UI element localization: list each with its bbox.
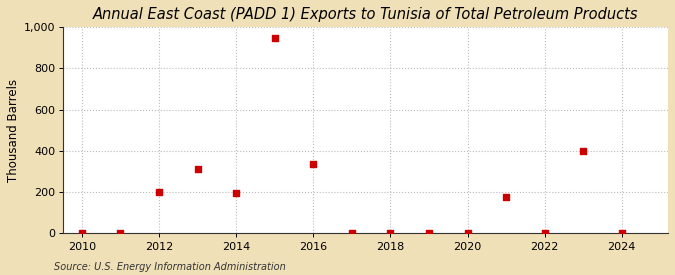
Point — [616, 231, 627, 235]
Point — [269, 35, 280, 40]
Text: Source: U.S. Energy Information Administration: Source: U.S. Energy Information Administ… — [54, 262, 286, 272]
Point — [385, 231, 396, 235]
Point — [501, 195, 512, 199]
Point — [423, 231, 434, 235]
Y-axis label: Thousand Barrels: Thousand Barrels — [7, 79, 20, 182]
Point — [76, 231, 87, 235]
Point — [308, 162, 319, 166]
Point — [462, 231, 473, 235]
Point — [346, 231, 357, 235]
Point — [578, 149, 589, 153]
Point — [154, 190, 165, 194]
Point — [231, 191, 242, 195]
Point — [115, 231, 126, 235]
Point — [192, 167, 203, 172]
Point — [539, 231, 550, 235]
Title: Annual East Coast (PADD 1) Exports to Tunisia of Total Petroleum Products: Annual East Coast (PADD 1) Exports to Tu… — [92, 7, 638, 22]
